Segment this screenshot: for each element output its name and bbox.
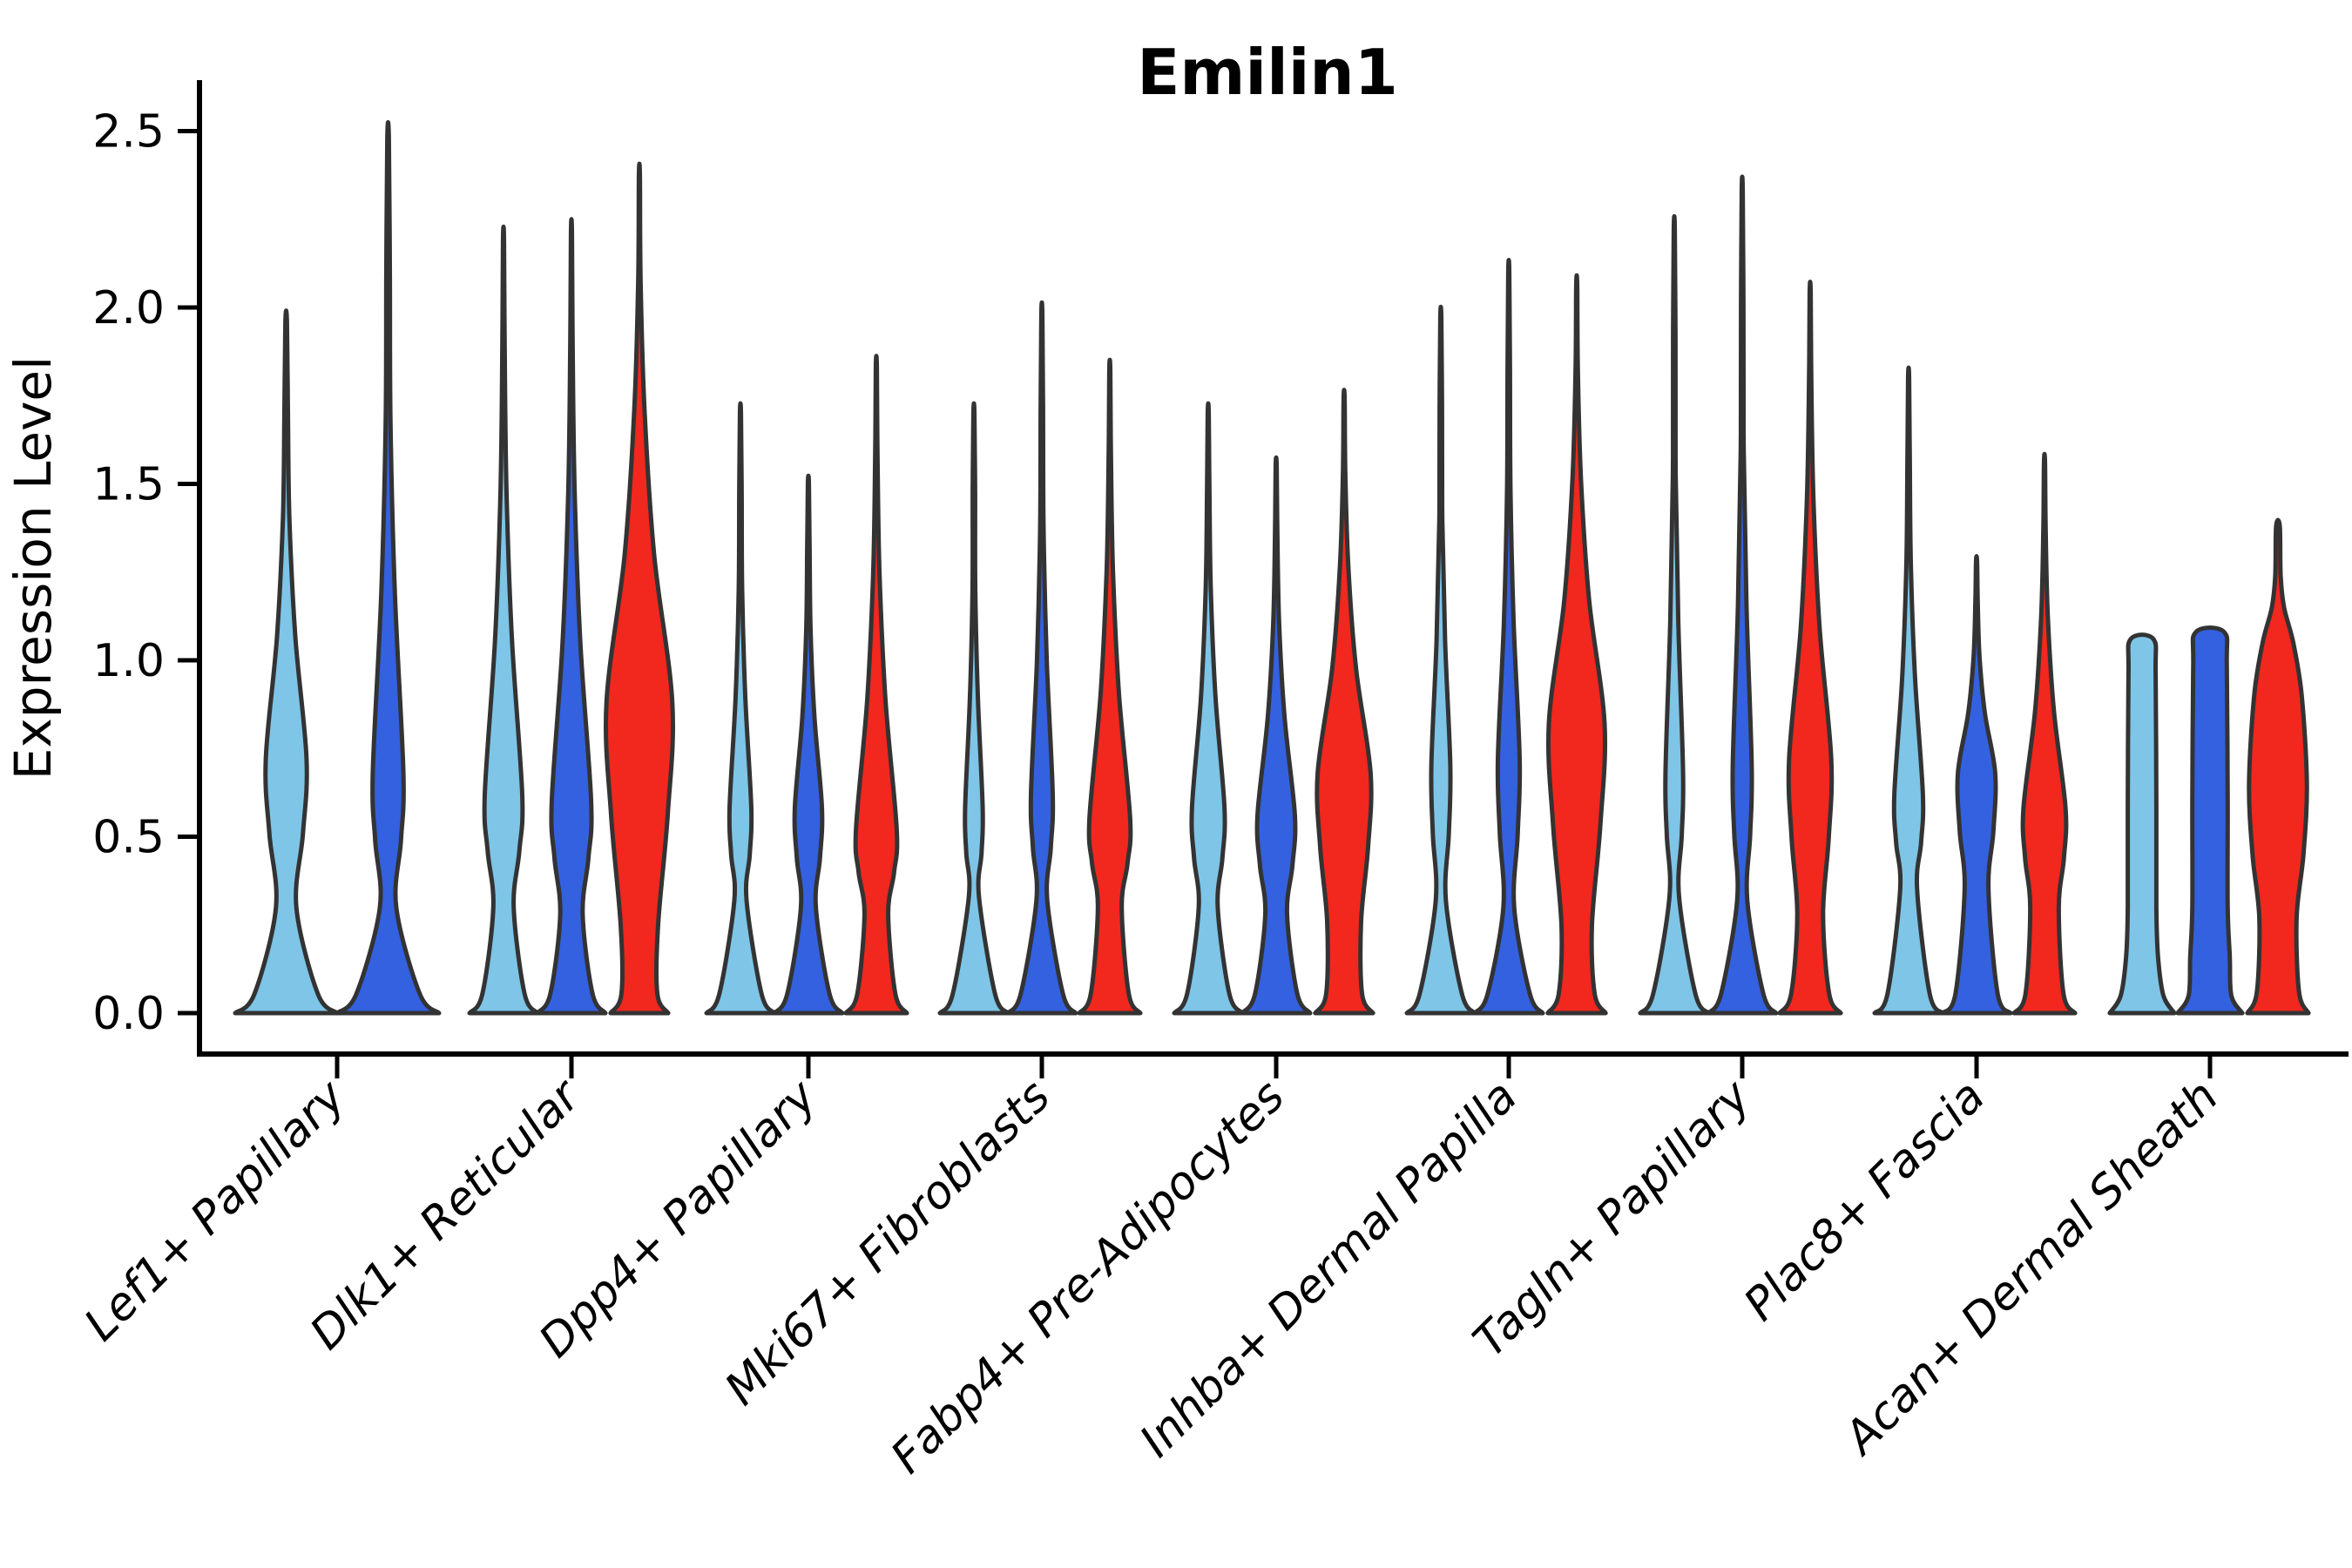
violin-lef1+-royal-blue-series (335, 119, 442, 1016)
x-tick-label-8: Acan+ Dermal Sheath (1833, 1071, 2228, 1466)
y-axis-label: Expression Level (3, 356, 63, 780)
y-tick-label-4: 2.0 (92, 282, 165, 335)
y-tick-label-2: 1.0 (92, 635, 165, 687)
x-tick-label-5: Inhba+ Dermal Papilla (1130, 1071, 1527, 1468)
violin-dpp4+-sky-blue-series (704, 401, 777, 1016)
y-tick-label-3: 1.5 (92, 459, 165, 511)
axes-spines (197, 80, 2349, 1057)
violin-mki67+-royal-blue-series (1005, 300, 1078, 1016)
chart-title: Emilin1 (1137, 36, 1398, 109)
violin-plac8+-sky-blue-series (1872, 365, 1945, 1016)
y-tick-label-0: 0.0 (92, 988, 165, 1040)
x-tick-label-4: Fabp4+ Pre-Adipocytes (882, 1071, 1295, 1484)
violin-acan+-red-series (2245, 517, 2311, 1016)
violin-acan+-royal-blue-series (2175, 625, 2245, 1016)
violin-glyphs (233, 119, 2311, 1016)
violin-dpp4+-royal-blue-series (772, 473, 845, 1016)
violin-tagln+-red-series (1777, 279, 1843, 1016)
violin-inhba+-sky-blue-series (1404, 304, 1477, 1016)
y-tick-label-5: 2.5 (92, 106, 165, 159)
violin-inhba+-red-series (1545, 273, 1608, 1016)
violin-tagln+-royal-blue-series (1706, 174, 1779, 1016)
violin-dlk1+-royal-blue-series (535, 217, 608, 1016)
violin-fabp4+-red-series (1313, 388, 1375, 1016)
violin-lef1+-sky-blue-series (233, 308, 340, 1016)
violin-dlk1+-sky-blue-series (467, 224, 540, 1016)
y-axis-ticks: 0.0 0.5 1.0 1.5 2.0 2.5 (92, 106, 199, 1040)
violin-mki67+-sky-blue-series (937, 401, 1010, 1016)
violin-inhba+-royal-blue-series (1472, 258, 1545, 1016)
violin-fabp4+-sky-blue-series (1172, 401, 1245, 1016)
violin-dpp4+-red-series (843, 354, 909, 1016)
violin-plac8+-royal-blue-series (1940, 554, 2013, 1016)
violin-acan+-sky-blue-series (2107, 632, 2177, 1016)
violin-fabp4+-royal-blue-series (1240, 455, 1313, 1016)
x-tick-label-7: Plac8+ Fascia (1734, 1071, 1995, 1331)
violin-dlk1+-red-series (603, 161, 676, 1016)
violin-tagln+-sky-blue-series (1638, 213, 1711, 1016)
violin-plac8+-red-series (2011, 451, 2078, 1016)
y-tick-label-1: 0.5 (92, 812, 165, 864)
violin-mki67+-red-series (1077, 357, 1143, 1016)
